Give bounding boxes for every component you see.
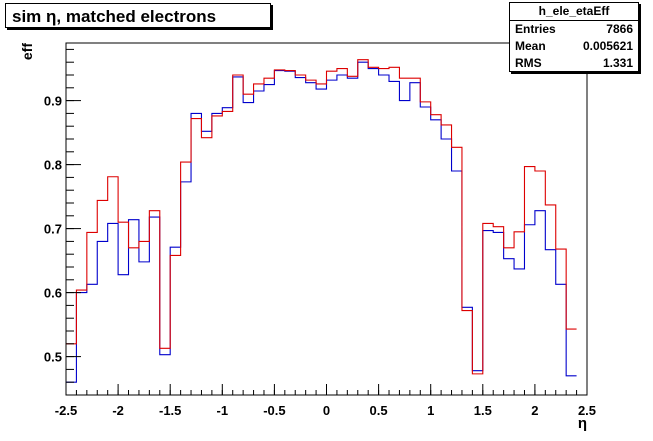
stats-histogram-name: h_ele_etaEff <box>510 3 638 21</box>
y-tick-label: 0.5 <box>44 350 62 365</box>
x-tick-label: -1.5 <box>159 403 181 418</box>
x-tick-label: 1.5 <box>474 403 492 418</box>
y-tick-label: 0.9 <box>44 94 62 109</box>
x-tick-label: -2 <box>112 403 124 418</box>
stats-row-rms: RMS 1.331 <box>510 55 638 72</box>
x-tick-label: -2.5 <box>55 403 77 418</box>
stats-label: Mean <box>515 39 546 53</box>
x-axis-label: η <box>578 415 587 432</box>
stats-label: Entries <box>515 22 556 36</box>
y-axis-ticks: 0.5 0.6 0.7 0.8 0.9 <box>44 48 81 383</box>
statistics-box: h_ele_etaEff Entries 7866 Mean 0.005621 … <box>509 2 639 72</box>
stats-row-entries: Entries 7866 <box>510 21 638 38</box>
stats-value: 0.005621 <box>582 39 633 53</box>
x-tick-label: -0.5 <box>263 403 285 418</box>
stats-value: 1.331 <box>602 56 633 70</box>
stats-value: 7866 <box>606 22 633 36</box>
x-axis-ticks: -2.5 -2 -1.5 -1 -0.5 0 0.5 1 1.5 2 2.5 <box>55 384 596 418</box>
histogram-series-1 <box>66 61 577 383</box>
histogram-title: sim η, matched electrons <box>5 3 271 28</box>
y-tick-label: 0.8 <box>44 158 62 173</box>
histogram-series-layer <box>66 59 577 383</box>
x-tick-label: 2 <box>531 403 538 418</box>
y-tick-label: 0.7 <box>44 222 62 237</box>
x-tick-label: 0.5 <box>370 403 388 418</box>
y-tick-label: 0.6 <box>44 286 62 301</box>
histogram-series-2 <box>66 59 577 375</box>
plot-frame <box>65 42 588 396</box>
stats-row-mean: Mean 0.005621 <box>510 38 638 55</box>
x-tick-label: 1 <box>427 403 434 418</box>
y-axis-label: eff <box>19 43 35 60</box>
stats-label: RMS <box>515 56 542 70</box>
x-tick-label: -1 <box>217 403 229 418</box>
x-tick-label: 2.5 <box>578 403 596 418</box>
x-tick-label: 0 <box>323 403 330 418</box>
